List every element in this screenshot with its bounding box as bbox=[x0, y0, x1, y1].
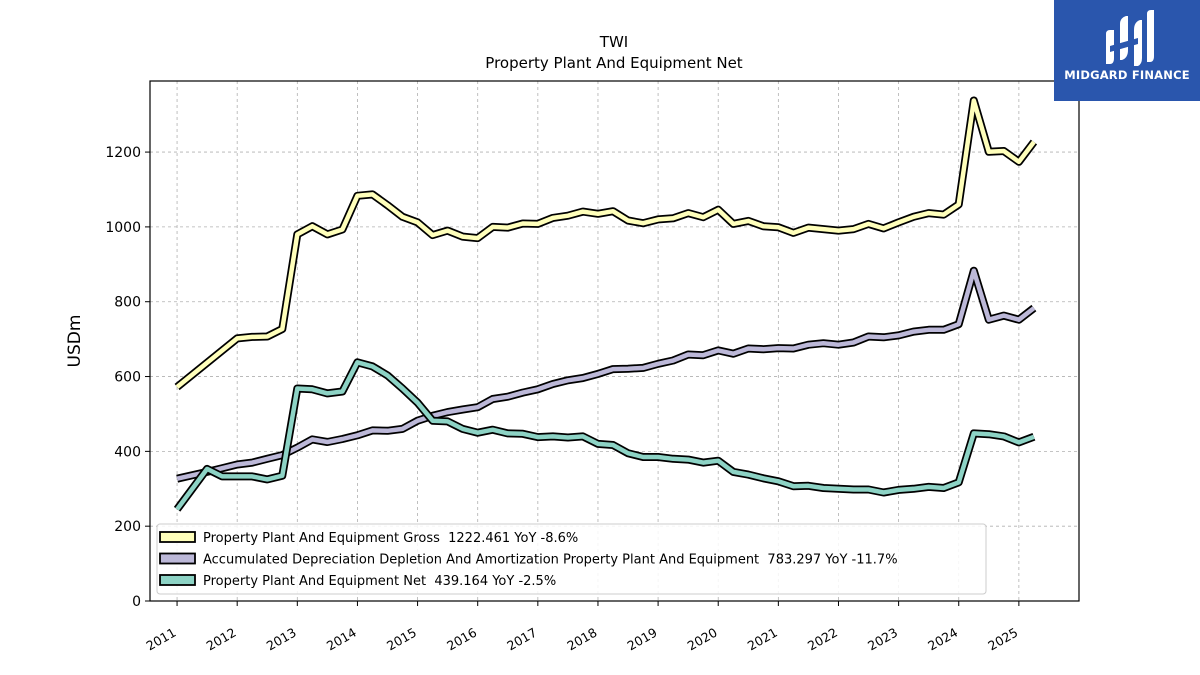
x-tick-label: 2018 bbox=[564, 625, 599, 654]
logo-text: MIDGARD FINANCE bbox=[1064, 68, 1190, 82]
series-line bbox=[176, 268, 1036, 481]
plot-frame bbox=[149, 80, 1080, 602]
y-tick-label: 0 bbox=[132, 594, 141, 610]
x-tick-label: 2020 bbox=[685, 625, 720, 654]
series-2 bbox=[176, 266, 1037, 483]
x-axis-ticks: 2011 2012 2013 2014 2015 2016 2017 2018 2019 2020… bbox=[144, 601, 1020, 654]
gridlines bbox=[150, 81, 1079, 602]
x-tick-label: 2017 bbox=[504, 625, 539, 654]
x-tick-label: 2021 bbox=[745, 625, 780, 654]
x-tick-label: 2013 bbox=[264, 625, 299, 654]
legend-entry: Property Plant And Equipment Gross 1222.… bbox=[203, 531, 578, 546]
y-tick-label: 800 bbox=[114, 295, 141, 311]
legend-swatch bbox=[159, 531, 196, 543]
legend-swatch bbox=[159, 552, 196, 565]
legend-entry: Accumulated Depreciation Depletion And A… bbox=[203, 553, 898, 568]
x-tick-label: 2023 bbox=[865, 625, 900, 654]
chart-subtitle: Property Plant And Equipment Net bbox=[485, 54, 742, 72]
y-axis-label: USDm bbox=[65, 315, 85, 368]
x-tick-label: 2012 bbox=[204, 625, 239, 654]
midgard-finance-logo: MIDGARD FINANCE bbox=[1054, 0, 1200, 101]
logo-mark-icon bbox=[1106, 10, 1154, 66]
y-axis-ticks: 0 200 400 600 800 1000 1200 bbox=[105, 145, 150, 610]
legend-swatch bbox=[159, 574, 196, 586]
x-tick-label: 2011 bbox=[144, 625, 179, 654]
series-line bbox=[175, 98, 1036, 389]
legend: Property Plant And Equipment Gross 1222.… bbox=[156, 523, 987, 595]
y-tick-label: 1200 bbox=[105, 145, 141, 161]
x-tick-label: 2022 bbox=[805, 625, 840, 654]
legend-entry: Property Plant And Equipment Net 439.164… bbox=[203, 574, 556, 589]
series-line bbox=[175, 360, 1035, 511]
series-3 bbox=[173, 358, 1036, 512]
x-tick-label: 2014 bbox=[324, 625, 359, 654]
chart-title: TWI bbox=[599, 33, 628, 51]
x-tick-label: 2024 bbox=[925, 625, 960, 654]
y-tick-label: 400 bbox=[114, 444, 141, 460]
legend-box bbox=[156, 523, 987, 595]
y-tick-label: 200 bbox=[114, 519, 141, 535]
series-1 bbox=[174, 96, 1038, 391]
series-line-outline bbox=[174, 96, 1038, 391]
y-tick-label: 1000 bbox=[105, 220, 141, 236]
x-tick-label: 2016 bbox=[444, 625, 479, 654]
x-tick-label: 2025 bbox=[985, 625, 1020, 654]
x-tick-label: 2015 bbox=[384, 625, 419, 654]
series-layer bbox=[173, 96, 1038, 512]
y-tick-label: 600 bbox=[114, 370, 141, 386]
x-tick-label: 2019 bbox=[625, 625, 660, 654]
